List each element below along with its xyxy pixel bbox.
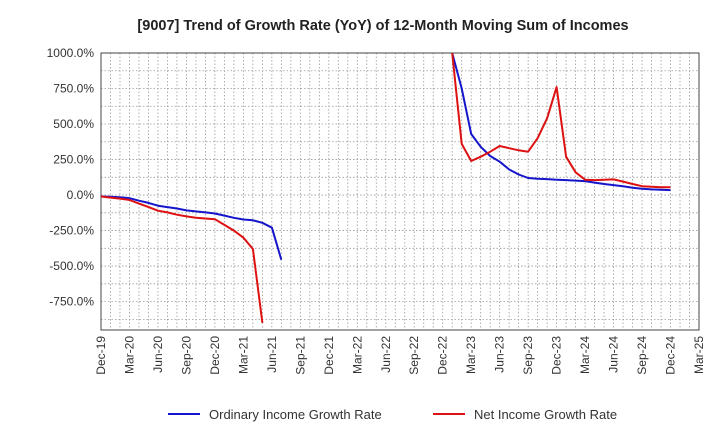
x-tick-label: Mar-25 (692, 336, 706, 374)
plot-frame (100, 52, 700, 331)
x-tick-label: Sep-23 (521, 336, 535, 375)
x-tick-label: Dec-19 (94, 336, 108, 375)
x-tick-label: Dec-20 (208, 336, 222, 375)
x-tick-label: Dec-22 (436, 336, 450, 375)
y-tick-label: -500.0% (49, 259, 94, 273)
x-tick-label: Sep-24 (635, 336, 649, 375)
chart-title: [9007] Trend of Growth Rate (YoY) of 12-… (137, 18, 628, 34)
y-axis: 1000.0% 750.0% 500.0% 250.0% 0.0% -250.0% -500… (47, 46, 95, 309)
x-tick-label: Jun-21 (265, 336, 279, 373)
series-group (101, 53, 671, 324)
y-tick-label: 250.0% (53, 153, 94, 167)
x-tick-label: Dec-21 (322, 336, 336, 375)
x-tick-label: Mar-23 (464, 336, 478, 374)
x-tick-label: Mar-24 (578, 336, 592, 374)
x-tick-label: Jun-22 (379, 336, 393, 373)
x-tick-label: Dec-24 (664, 336, 678, 375)
x-tick-label: Mar-22 (350, 336, 364, 374)
x-tick-label: Jun-23 (493, 336, 507, 373)
x-tick-label: Jun-24 (607, 336, 621, 373)
y-tick-label: 750.0% (53, 82, 94, 96)
y-tick-label: -250.0% (49, 224, 94, 238)
legend-label: Ordinary Income Growth Rate (209, 407, 382, 422)
grid (100, 52, 700, 330)
y-tick-label: 1000.0% (47, 46, 95, 60)
x-tick-label: Mar-20 (122, 336, 136, 374)
legend: Ordinary Income Growth Rate Net Income Gr… (168, 407, 617, 422)
series-line-net-income (101, 195, 264, 324)
x-tick-label: Mar-21 (236, 336, 250, 374)
y-tick-label: 0.0% (67, 188, 95, 202)
y-tick-label: 500.0% (53, 117, 94, 131)
series-line-net-income (451, 53, 671, 189)
series-line-ordinary-income (101, 195, 283, 260)
x-tick-label: Dec-23 (550, 336, 564, 375)
legend-label: Net Income Growth Rate (474, 407, 617, 422)
x-tick-label: Jun-20 (151, 336, 165, 373)
x-tick-label: Sep-20 (179, 336, 193, 375)
x-tick-label: Sep-22 (407, 336, 421, 375)
series-line-ordinary-income (451, 53, 671, 192)
y-tick-label: -750.0% (49, 295, 94, 309)
x-tick-label: Sep-21 (293, 336, 307, 375)
x-axis: Dec-19 Mar-20 Jun-20 Sep-20 Dec-20 Mar-21 Jun-… (94, 336, 706, 375)
